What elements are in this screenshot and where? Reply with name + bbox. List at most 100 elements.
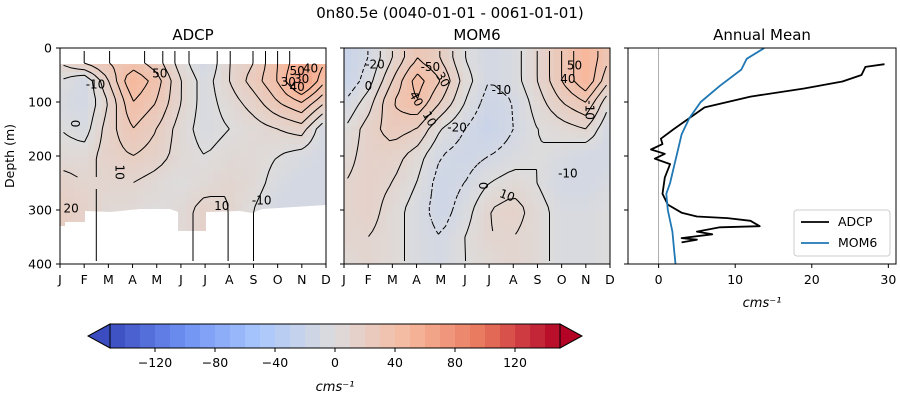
field-cell xyxy=(172,204,180,211)
field-cell xyxy=(470,162,478,169)
field-cell xyxy=(116,174,124,181)
field-cell xyxy=(533,246,541,253)
field-cell xyxy=(130,186,138,193)
field-cell xyxy=(554,138,562,145)
field-cell xyxy=(547,150,555,157)
field-cell xyxy=(414,132,422,139)
field-cell xyxy=(561,60,569,67)
field-cell xyxy=(428,72,436,79)
field-cell xyxy=(512,132,520,139)
field-cell xyxy=(249,96,257,103)
field-cell xyxy=(158,192,166,199)
field-cell xyxy=(270,84,278,91)
field-cell xyxy=(372,240,380,247)
field-cell xyxy=(470,186,478,193)
field-cell xyxy=(407,108,415,115)
field-cell xyxy=(305,144,313,151)
field-cell xyxy=(305,66,313,73)
field-cell xyxy=(547,258,555,264)
field-cell xyxy=(291,180,299,187)
field-cell xyxy=(568,120,576,127)
field-cell xyxy=(512,216,520,223)
field-cell xyxy=(74,84,82,91)
field-cell xyxy=(379,216,387,223)
field-cell xyxy=(81,132,89,139)
field-cell xyxy=(228,138,236,145)
field-cell xyxy=(540,204,548,211)
field-cell xyxy=(81,216,89,223)
field-cell xyxy=(88,138,96,145)
field-cell xyxy=(130,132,138,139)
colorbar-band xyxy=(365,324,381,348)
field-cell xyxy=(421,84,429,91)
field-cell xyxy=(277,192,285,199)
field-cell xyxy=(491,126,499,133)
field-cell xyxy=(67,66,75,73)
field-cell xyxy=(344,90,352,97)
field-cell xyxy=(102,78,110,85)
field-cell xyxy=(200,168,208,175)
field-cell xyxy=(305,126,313,133)
field-cell xyxy=(200,102,208,109)
field-cell xyxy=(449,192,457,199)
field-cell xyxy=(284,204,292,211)
field-cell xyxy=(221,174,229,181)
field-cell xyxy=(235,84,243,91)
field-cell xyxy=(463,162,471,169)
field-cell xyxy=(95,96,103,103)
month-tick-label: D xyxy=(321,272,331,287)
field-cell xyxy=(130,72,138,79)
field-cell xyxy=(263,198,271,205)
field-cell xyxy=(491,228,499,235)
field-cell xyxy=(414,204,422,211)
field-cell xyxy=(540,102,548,109)
field-cell xyxy=(193,198,201,205)
field-cell xyxy=(284,174,292,181)
field-cell xyxy=(88,162,96,169)
field-cell xyxy=(498,54,506,61)
field-cell xyxy=(207,108,215,115)
field-cell xyxy=(242,126,250,133)
field-cell xyxy=(435,120,443,127)
field-cell xyxy=(442,228,450,235)
field-cell xyxy=(88,144,96,151)
field-cell xyxy=(270,138,278,145)
field-cell xyxy=(533,240,541,247)
field-cell xyxy=(512,180,520,187)
field-cell xyxy=(277,66,285,73)
field-cell xyxy=(386,204,394,211)
contour-line xyxy=(394,51,607,115)
field-cell xyxy=(505,198,513,205)
mom6-velocity-field xyxy=(344,48,610,264)
field-cell xyxy=(74,192,82,199)
field-cell xyxy=(414,126,422,133)
contour-label: -20 xyxy=(447,121,467,135)
field-cell xyxy=(414,246,422,253)
field-cell xyxy=(186,186,194,193)
field-cell xyxy=(519,222,527,229)
field-cell xyxy=(512,222,520,229)
field-cell xyxy=(442,96,450,103)
field-cell xyxy=(256,174,264,181)
colorbar-tick-label: 120 xyxy=(503,355,527,370)
adcp-missing-top xyxy=(60,48,326,64)
field-cell xyxy=(400,198,408,205)
colorbar-label: cms⁻¹ xyxy=(316,380,355,395)
field-cell xyxy=(158,186,166,193)
field-cell xyxy=(179,186,187,193)
field-cell xyxy=(123,126,131,133)
field-cell xyxy=(81,90,89,97)
field-cell xyxy=(568,66,576,73)
field-cell xyxy=(116,156,124,163)
field-cell xyxy=(484,222,492,229)
field-cell xyxy=(554,102,562,109)
field-cell xyxy=(298,174,306,181)
field-cell xyxy=(221,192,229,199)
field-cell xyxy=(603,108,610,115)
field-cell xyxy=(568,48,576,55)
field-cell xyxy=(540,126,548,133)
field-cell xyxy=(582,114,590,121)
field-cell xyxy=(428,150,436,157)
field-cell xyxy=(470,54,478,61)
